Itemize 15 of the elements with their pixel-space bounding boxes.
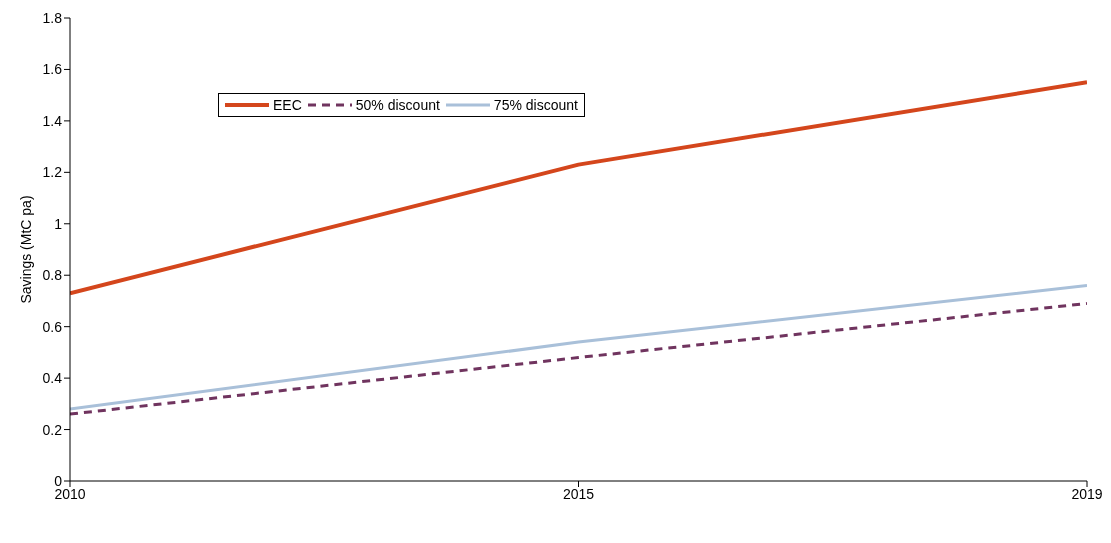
y-tick-label: 0.4 bbox=[42, 370, 63, 387]
legend-label: 75% discount bbox=[492, 97, 578, 113]
y-axis-title: Savings (MtC pa) bbox=[17, 195, 34, 304]
y-tick-label: 1.2 bbox=[42, 164, 63, 181]
y-tick-label: 1 bbox=[54, 215, 63, 232]
y-tick-label: 1.6 bbox=[42, 61, 63, 78]
legend-label: EEC bbox=[272, 97, 302, 113]
legend-label: 50% discount bbox=[354, 97, 440, 113]
y-tick-label: 1.4 bbox=[42, 112, 63, 129]
y-tick-label: 0.8 bbox=[42, 267, 63, 284]
x-tick-label: 2019 bbox=[1071, 485, 1103, 502]
y-tick-label: 1.8 bbox=[42, 9, 63, 26]
x-tick-label: 2015 bbox=[562, 485, 595, 502]
y-tick-label: 0.6 bbox=[42, 318, 63, 335]
y-tick-label: 0.2 bbox=[42, 421, 63, 438]
